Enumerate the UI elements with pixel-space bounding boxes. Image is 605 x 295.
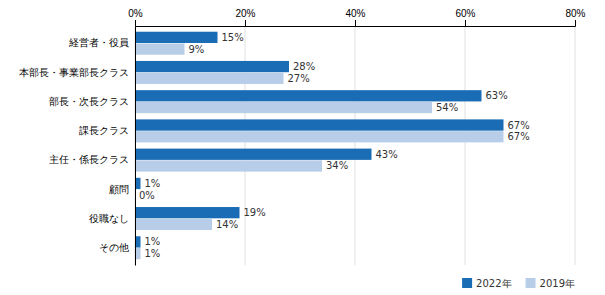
grid-line	[135, 26, 136, 265]
data-label: 14%	[216, 219, 238, 230]
data-label: 28%	[293, 61, 315, 72]
data-label: 1%	[145, 248, 161, 259]
tick-mark	[465, 20, 466, 26]
legend: 2022年 2019年	[462, 278, 575, 289]
tick-label: 部長・次長クラス	[49, 96, 129, 107]
tick-label: 課長クラス	[79, 125, 129, 136]
data-label: 1%	[145, 178, 161, 189]
bars	[135, 32, 504, 260]
tick-label: 経営者・役員	[68, 37, 129, 48]
tick-label: 60%	[455, 8, 475, 19]
grid-line	[575, 26, 576, 265]
bar	[135, 160, 322, 171]
tick: 経営者・役員	[68, 37, 129, 48]
tick: 60%	[455, 8, 475, 26]
tick-label: 80%	[565, 8, 585, 19]
tick: 主任・係長クラス	[49, 154, 129, 165]
series	[135, 32, 504, 248]
data-label: 67%	[508, 131, 530, 142]
plot: 15% 28% 63% 67% 43% 1% 19% 1% 9% 27% 54% 67% 34% 0% 14…	[19, 8, 586, 266]
x-axis: 0% 20% 40% 60% 80%	[128, 8, 585, 27]
legend-swatch	[462, 278, 472, 288]
bar	[135, 131, 504, 142]
tick-mark	[135, 20, 136, 26]
grid	[135, 26, 575, 265]
bar	[135, 102, 432, 113]
bar	[135, 61, 289, 72]
grid-line	[355, 26, 356, 265]
grid-line	[465, 26, 466, 265]
data-label: 63%	[486, 90, 508, 101]
legend-swatch	[526, 278, 536, 288]
tick-mark	[575, 20, 576, 26]
axis-line	[136, 20, 576, 27]
data-label: 15%	[222, 32, 244, 43]
data-label: 0%	[139, 190, 155, 201]
data-label: 27%	[288, 73, 310, 84]
tick-label: 主任・係長クラス	[49, 154, 129, 165]
data-label: 43%	[376, 149, 398, 160]
tick: 本部長・事業部長クラス	[19, 67, 129, 78]
chart: 15% 28% 63% 67% 43% 1% 19% 1% 9% 27% 54% 67% 34% 0% 14…	[0, 0, 605, 295]
axis-line	[135, 27, 136, 266]
tick-label: 0%	[128, 8, 143, 19]
bar	[135, 90, 482, 101]
bar	[135, 73, 284, 84]
legend-item: 2022年	[462, 278, 511, 289]
bar	[135, 149, 372, 160]
data-label: 19%	[244, 207, 266, 218]
tick-label: その他	[99, 242, 129, 253]
tick: 課長クラス	[79, 125, 129, 136]
tick: その他	[99, 242, 129, 253]
tick: 80%	[565, 8, 585, 26]
tick-label: 顧問	[109, 184, 129, 195]
legend-item: 2019年	[526, 278, 575, 289]
bar	[135, 219, 212, 230]
data-labels: 15% 28% 63% 67% 43% 1% 19% 1% 9% 27% 54% 67% 34% 0% 14…	[139, 32, 530, 259]
tick-label: 40%	[345, 8, 365, 19]
tick-label: 20%	[235, 8, 255, 19]
legend-label: 2022年	[476, 278, 511, 289]
tick: 部長・次長クラス	[49, 96, 129, 107]
y-axis: 経営者・役員本部長・事業部長クラス部長・次長クラス課長クラス主任・係長クラス顧問…	[19, 27, 136, 266]
tick-label: 本部長・事業部長クラス	[19, 67, 129, 78]
tick: 顧問	[109, 184, 129, 195]
tick: 40%	[345, 8, 365, 26]
tick-label: 役職なし	[89, 213, 129, 224]
tick-mark	[355, 20, 356, 26]
tick: 役職なし	[89, 213, 129, 224]
tick-mark	[245, 20, 246, 26]
bar	[135, 32, 218, 43]
bar	[135, 207, 240, 218]
data-label: 9%	[189, 44, 205, 55]
bar	[135, 43, 185, 54]
series	[135, 43, 504, 259]
tick: 20%	[235, 8, 255, 26]
data-label: 54%	[436, 102, 458, 113]
bar	[135, 119, 504, 130]
data-label: 1%	[145, 236, 161, 247]
legend-label: 2019年	[540, 278, 575, 289]
data-label: 67%	[508, 120, 530, 131]
tick: 0%	[128, 8, 143, 26]
data-label: 34%	[326, 160, 348, 171]
